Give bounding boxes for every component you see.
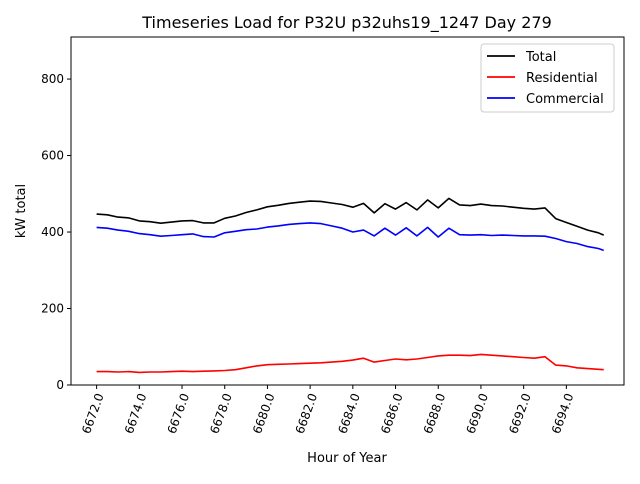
plot-frame — [70, 36, 625, 386]
chart-title: Timeseries Load for P32U p32uhs19_1247 D… — [141, 13, 552, 33]
legend-box — [480, 43, 615, 113]
legend: Total Residential Commercial — [480, 43, 615, 113]
x-tick-label: 6678.0 — [207, 391, 235, 435]
x-tick-label: 6672.0 — [79, 391, 107, 435]
x-tick-label: 6686.0 — [378, 391, 406, 435]
y-axis: 0 200 400 600 800 — [41, 72, 71, 392]
y-tick-label: 200 — [41, 302, 64, 316]
x-tick-label: 6694.0 — [549, 391, 577, 435]
x-axis: 6672.0 6674.0 6676.0 6678.0 6680.0 6682.0 6684… — [79, 385, 576, 436]
x-tick-label: 6680.0 — [250, 391, 278, 435]
series-line-total — [96, 197, 605, 236]
series-layer — [96, 197, 605, 374]
y-axis-label: kW total — [14, 184, 29, 238]
series-line-commercial — [96, 222, 604, 252]
y-tick-label: 0 — [56, 378, 64, 392]
x-tick-label: 6690.0 — [464, 391, 492, 435]
legend-label-residential: Residential — [526, 71, 598, 86]
x-tick-label: 6692.0 — [506, 391, 534, 435]
y-tick-label: 400 — [41, 225, 64, 239]
x-tick-label: 6676.0 — [165, 391, 193, 435]
legend-label-total: Total — [525, 50, 556, 65]
y-tick-label: 600 — [41, 149, 64, 163]
y-tick-label: 800 — [41, 72, 64, 86]
x-tick-label: 6674.0 — [122, 391, 150, 435]
x-tick-label: 6682.0 — [293, 391, 321, 435]
x-axis-label: Hour of Year — [307, 451, 387, 466]
x-tick-label: 6684.0 — [335, 391, 363, 435]
legend-label-commercial: Commercial — [526, 92, 604, 107]
x-tick-label: 6688.0 — [421, 391, 449, 435]
series-line-residential — [96, 353, 604, 374]
